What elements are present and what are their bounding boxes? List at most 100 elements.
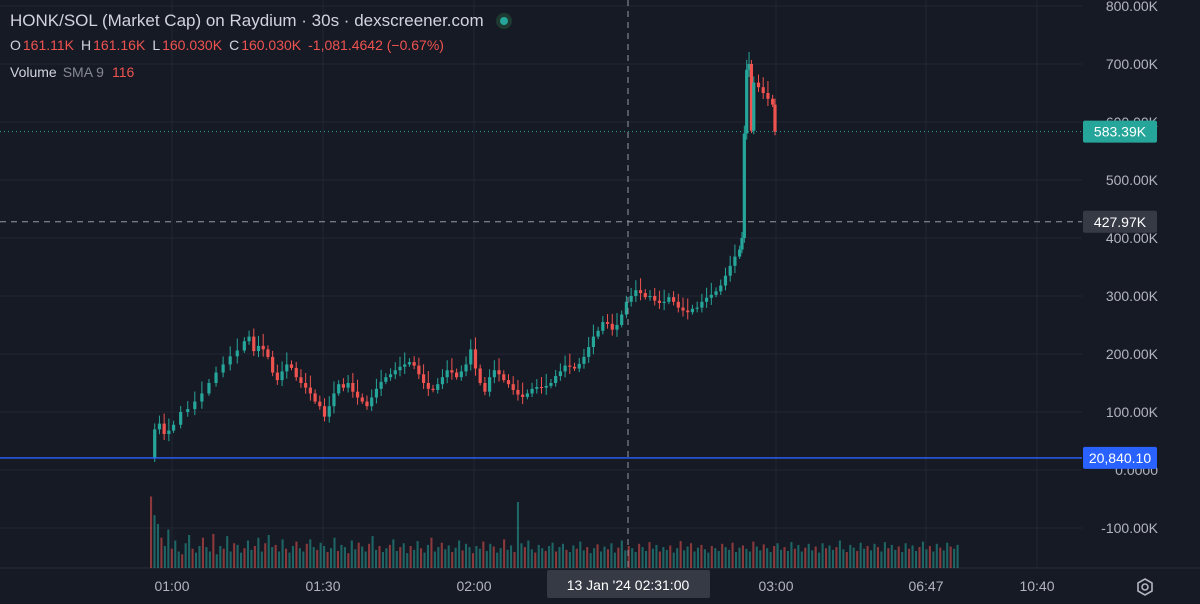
- price-axis[interactable]: 800.00K700.00K600.00K500.00K400.00K300.0…: [1101, 0, 1158, 536]
- volume-bar: [347, 553, 350, 568]
- candle-body: [690, 308, 695, 313]
- volume-bar: [831, 549, 834, 568]
- volume-bar: [631, 548, 634, 568]
- volume-bar: [510, 545, 513, 568]
- volume-bar: [295, 541, 298, 568]
- candle-body: [200, 393, 204, 402]
- volume-bar: [229, 551, 232, 568]
- volume-bar: [257, 537, 260, 568]
- volume-bar: [406, 553, 409, 568]
- volume-bar: [953, 548, 956, 568]
- candle-body: [745, 69, 749, 134]
- volume-bar: [361, 546, 364, 568]
- volume-bar: [312, 547, 315, 568]
- candle-body: [771, 98, 775, 105]
- candle-body: [740, 238, 744, 250]
- candle-body: [374, 388, 379, 398]
- candle-body: [752, 82, 756, 131]
- volume-bar: [741, 545, 744, 568]
- candle-body: [275, 372, 279, 381]
- candle-body: [539, 387, 544, 389]
- volume-bar: [281, 539, 284, 568]
- volume-bar: [707, 552, 710, 568]
- candle-body: [322, 406, 327, 417]
- candle-body: [676, 301, 680, 308]
- volume-bar: [565, 549, 568, 568]
- candle-body: [450, 370, 454, 373]
- volume-bar: [752, 541, 755, 568]
- volume-bar: [755, 546, 758, 568]
- volume-bar: [385, 548, 388, 568]
- volume-bar: [800, 551, 803, 568]
- candle-body: [709, 294, 713, 298]
- volume-bar: [236, 544, 239, 568]
- volume-bar: [478, 548, 481, 568]
- volume-bar: [683, 550, 686, 568]
- candle-body: [761, 87, 765, 93]
- candle-body: [327, 406, 331, 417]
- volume-bar: [735, 552, 738, 568]
- time-tick-label: 02:00: [456, 578, 491, 594]
- volume-bar: [520, 543, 523, 568]
- volume-bar: [897, 546, 900, 568]
- candle-body: [398, 366, 402, 371]
- volume-bar: [780, 549, 783, 568]
- candle-body: [351, 383, 355, 392]
- candle-body: [341, 384, 345, 388]
- candle-body: [667, 297, 671, 302]
- blue-level-tag: 20,840.10: [1083, 446, 1157, 469]
- volume-bar: [589, 553, 592, 568]
- volume-bar: [212, 533, 215, 568]
- candle-body: [379, 381, 383, 389]
- volume-bar: [568, 552, 571, 568]
- volume-bar: [191, 548, 194, 568]
- volume-bar: [392, 539, 395, 568]
- volume-bar: [523, 547, 526, 568]
- volume-bar: [323, 546, 326, 568]
- volume-bar: [828, 545, 831, 568]
- volume-bar: [530, 549, 533, 568]
- candle-body: [530, 388, 534, 394]
- volume-bar: [267, 535, 270, 568]
- gear-icon[interactable]: [1134, 576, 1156, 598]
- volume-bar: [814, 546, 817, 568]
- volume-bar: [863, 548, 866, 568]
- price-tick-label: 700.00K: [1106, 56, 1159, 72]
- volume-bar: [641, 547, 644, 568]
- grid-lines: [0, 0, 1200, 569]
- candle-body: [370, 397, 374, 407]
- candle-body: [629, 296, 633, 302]
- volume-bar: [783, 547, 786, 568]
- volume-bar: [721, 543, 724, 568]
- volume-bar: [399, 547, 402, 568]
- volume-bar: [350, 540, 353, 568]
- candle-body: [355, 391, 360, 398]
- candle-body: [294, 367, 298, 378]
- volume-bar: [714, 548, 717, 568]
- candle-body: [242, 341, 246, 351]
- candle-body: [728, 265, 732, 276]
- candle-body: [738, 249, 742, 257]
- volume-bar: [845, 552, 848, 568]
- overlay-lines: [0, 0, 1082, 568]
- volume-bar: [513, 552, 516, 568]
- volume-bar: [915, 550, 918, 568]
- volume-bar: [354, 549, 357, 568]
- volume-bar: [921, 541, 924, 568]
- candle-body: [511, 384, 515, 390]
- volume-bar: [291, 546, 294, 568]
- time-tick-label: 01:30: [305, 578, 340, 594]
- volume-bar: [638, 543, 641, 568]
- candle-body: [544, 385, 548, 388]
- volume-bar: [856, 550, 859, 568]
- candle-body: [634, 290, 638, 296]
- candle-body: [671, 297, 676, 302]
- candle-body: [247, 336, 251, 342]
- time-axis[interactable]: 01:00 01:30 02:00 03:00 06:47 10:40: [154, 578, 1054, 594]
- candle-body: [577, 363, 581, 369]
- candle-body: [681, 307, 685, 311]
- volume-bar: [160, 537, 163, 568]
- candle-body: [153, 429, 157, 459]
- candle-body: [266, 349, 270, 357]
